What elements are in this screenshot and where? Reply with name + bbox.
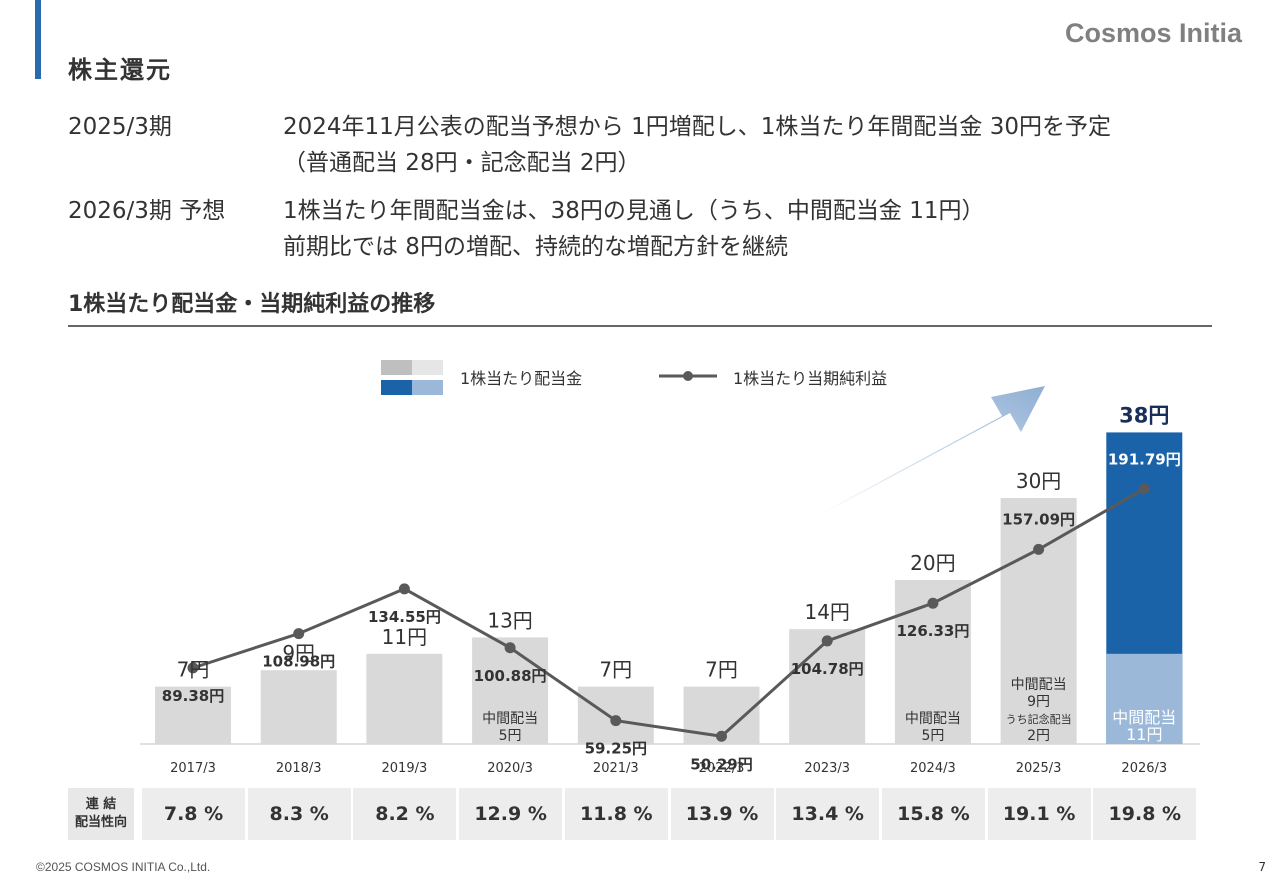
legend-line-marker	[683, 371, 693, 381]
summary-line: 前期比では 8円の増配、持続的な増配方針を継続	[283, 234, 788, 260]
page-title: 株主還元	[68, 56, 172, 84]
growth-arrow-icon	[818, 386, 1045, 515]
dividend-eps-chart: 1株当たり配当金 1株当たり当期純利益 2017/3 7円 2018/3 9円 2019…	[140, 360, 1200, 776]
dividend-value-label: 11円	[382, 625, 427, 649]
payout-ratio-cell: 12.9 %	[459, 788, 563, 840]
eps-point	[293, 628, 305, 640]
x-tick-label: 2018/3	[276, 761, 322, 776]
summary-line: （普通配当 28円・記念配当 2円）	[283, 150, 641, 176]
eps-line-layer	[187, 483, 1150, 742]
eps-value-label: 89.38円	[162, 687, 224, 705]
payout-header-line1: 連 結	[85, 797, 117, 812]
eps-point	[716, 730, 727, 742]
eps-point	[398, 583, 410, 595]
interim-label: 2円	[1027, 728, 1050, 744]
page-number: 7	[1258, 860, 1266, 874]
eps-value-label: 104.78円	[791, 660, 864, 678]
payout-ratio-header: 連 結 配当性向	[68, 788, 134, 840]
payout-ratio-cell: 11.8 %	[564, 788, 668, 840]
eps-value-label: 100.88円	[474, 667, 547, 685]
payout-ratio-cell: 7.8 %	[142, 788, 245, 840]
dividend-value-label: 30円	[1016, 469, 1061, 493]
x-tick-label: 2024/3	[910, 761, 956, 776]
payout-ratio-cell: 8.2 %	[353, 788, 457, 840]
dividend-bar	[155, 686, 231, 744]
interim-label: 中間配当	[1011, 677, 1067, 693]
eps-point	[821, 635, 833, 647]
summary-label: 2025/3期	[68, 114, 172, 140]
eps-point	[187, 662, 199, 674]
interim-label: 中間配当	[1112, 708, 1176, 727]
dividend-bar	[472, 637, 549, 744]
dividend-bar	[1000, 498, 1077, 744]
dividend-bar	[260, 670, 337, 744]
x-tick-label: 2017/3	[170, 761, 216, 776]
dividend-value-label: 20円	[910, 551, 955, 575]
payout-ratio-cell: 13.4 %	[776, 788, 880, 840]
x-tick-label: 2019/3	[382, 761, 428, 776]
brand-logo: Cosmos Initia	[1064, 18, 1242, 48]
dividend-value-label: 7円	[599, 658, 632, 682]
eps-value-label: 59.25円	[585, 740, 647, 758]
payout-ratio-cell: 19.8 %	[1093, 788, 1197, 840]
interim-label: 9円	[1027, 694, 1050, 710]
interim-label: 11円	[1126, 725, 1162, 744]
dividend-value-label: 13円	[487, 608, 532, 632]
legend-line-label: 1株当たり当期純利益	[733, 369, 887, 388]
dividend-bar	[366, 653, 443, 744]
dividend-value-label: 14円	[804, 600, 849, 624]
payout-ratio-cell: 8.3 %	[247, 788, 351, 840]
eps-value-label: 191.79円	[1108, 451, 1181, 469]
dividend-value-label: 7円	[705, 658, 738, 682]
interim-label: 5円	[921, 728, 944, 744]
copyright-footer: ©2025 COSMOS INITIA Co.,Ltd.	[36, 860, 211, 874]
eps-point	[927, 597, 939, 609]
interim-label: うち記念配当	[1006, 712, 1072, 726]
interim-dividend-bar	[1106, 653, 1183, 744]
summary-label: 2026/3期 予想	[68, 198, 226, 224]
dividend-value-label: 9円	[282, 641, 315, 665]
eps-value-label: 108.98円	[262, 653, 335, 671]
dividend-value-label: 38円	[1119, 403, 1169, 427]
dividend-value-label: 7円	[177, 658, 210, 682]
chart-labels: 2017/37円2018/39円2019/311円2020/313円中間配当5円…	[162, 403, 1181, 776]
title-accent-bar	[35, 0, 41, 79]
dividend-bar	[789, 629, 866, 744]
interim-label: 5円	[499, 728, 522, 744]
eps-point	[1033, 543, 1045, 555]
interim-label: 中間配当	[482, 711, 538, 727]
eps-point	[610, 715, 622, 727]
payout-ratio-cell: 19.1 %	[987, 788, 1091, 840]
legend-bar-swatch-lightblue	[412, 380, 443, 395]
legend-bar-swatch-gray	[381, 360, 412, 375]
summary-line: 2024年11月公表の配当予想から 1円増配し、1株当たり年間配当金 30円を予…	[283, 114, 1111, 140]
eps-line	[192, 487, 1146, 738]
payout-ratio-cell: 13.9 %	[670, 788, 774, 840]
x-tick-label: 2026/3	[1121, 761, 1167, 776]
eps-point	[504, 642, 516, 654]
x-tick-label: 2021/3	[593, 761, 639, 776]
x-tick-label: 2020/3	[487, 761, 533, 776]
chart-legend: 1株当たり配当金 1株当たり当期純利益	[381, 360, 887, 395]
interim-label: 中間配当	[905, 711, 961, 727]
section-divider	[68, 325, 1212, 327]
dividend-bars	[155, 432, 1183, 744]
payout-ratio-cell: 15.8 %	[881, 788, 985, 840]
eps-point	[1138, 483, 1150, 495]
payout-header-line2: 配当性向	[74, 815, 127, 830]
legend-bar-swatch-blue	[381, 380, 412, 395]
x-tick-label: 2025/3	[1016, 761, 1062, 776]
eps-value-label: 50.29円	[690, 755, 752, 773]
x-tick-label: 2022/3	[699, 761, 745, 776]
chart-section-title: 1株当たり配当金・当期純利益の推移	[68, 292, 436, 317]
x-tick-label: 2023/3	[804, 761, 850, 776]
legend-bar-swatch-lightgray	[412, 360, 443, 375]
eps-value-label: 134.55円	[368, 608, 441, 626]
summary-line: 1株当たり年間配当金は、38円の見通し（うち、中間配当金 11円）	[283, 198, 985, 224]
eps-value-label: 126.33円	[896, 622, 969, 640]
legend-bar-label: 1株当たり配当金	[460, 369, 582, 388]
payout-ratio-table: 連 結 配当性向 7.8 % 8.3 % 8.2 % 12.9 % 11.8 % 13.9…	[68, 788, 1232, 840]
eps-value-label: 157.09円	[1002, 510, 1075, 528]
